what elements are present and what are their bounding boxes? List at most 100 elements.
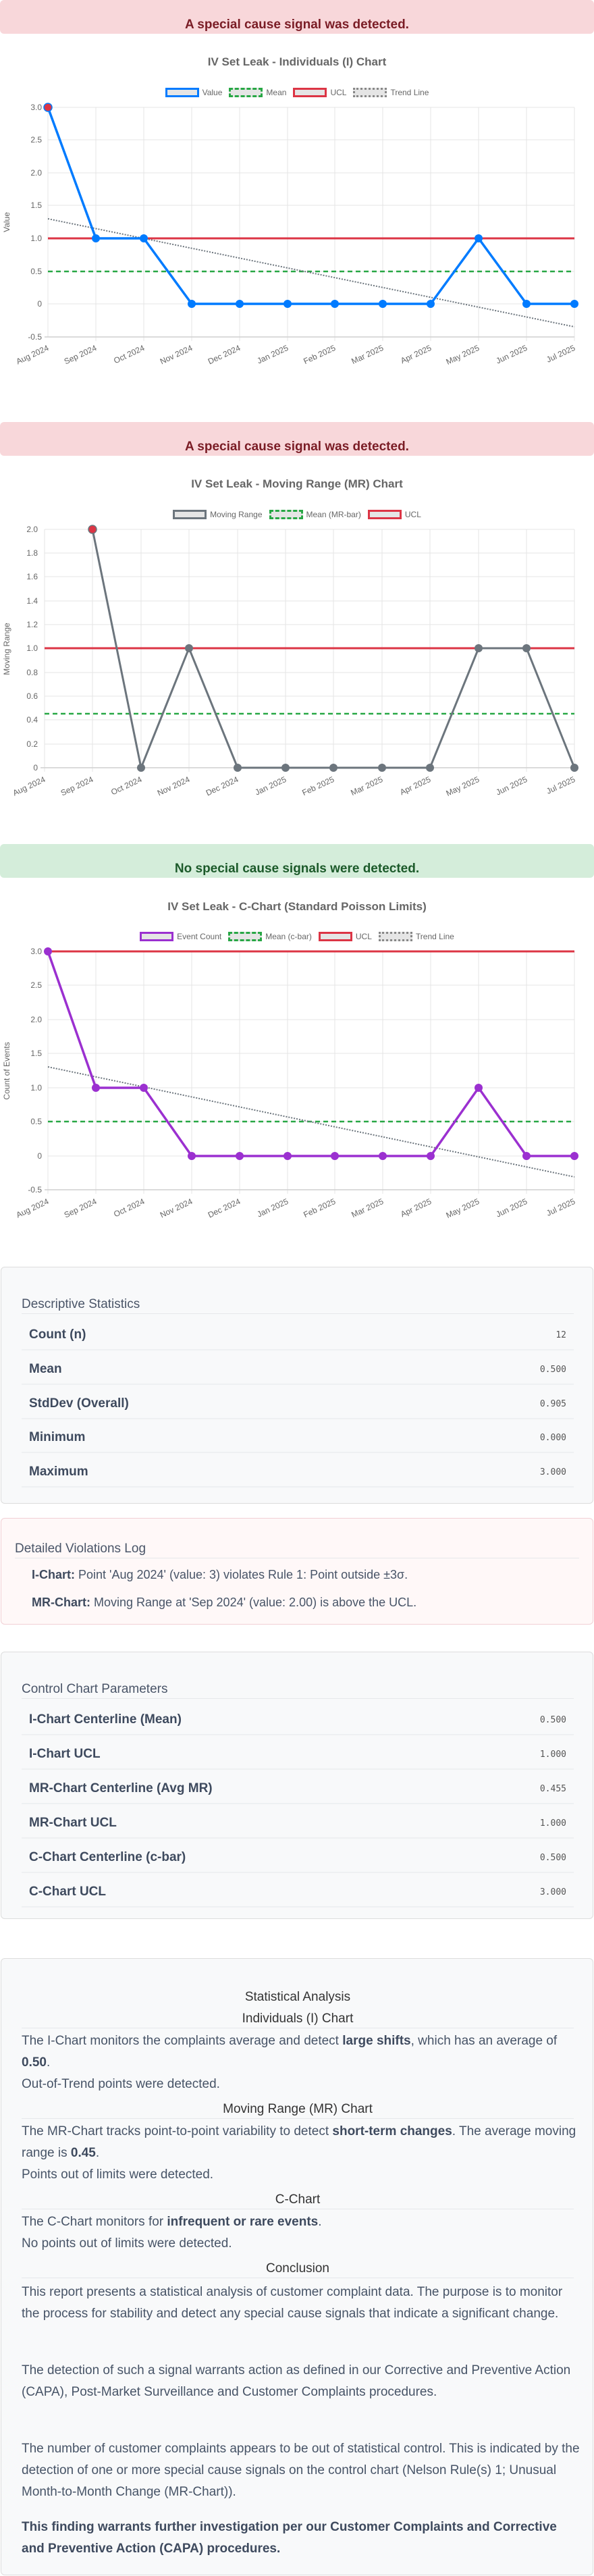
svg-text:2.5: 2.5: [30, 980, 42, 990]
svg-text:Dec 2024: Dec 2024: [205, 774, 240, 798]
param-row: I-Chart UCL 1.000: [22, 1747, 574, 1770]
conclusion-paragraph: This report presents a statistical analy…: [22, 2285, 563, 2321]
c-chart-legend: Event Count Mean (c-bar) UCL Trend Line: [0, 932, 594, 941]
legend-item-mr-mean[interactable]: Mean (MR-bar): [269, 510, 361, 519]
i-chart-plot: 3.0 2.5 2.0 1.5 1.0 0.5 0 -0.5 Value Aug 2024 Se…: [2, 103, 578, 367]
i-chart-paragraph: The I-Chart monitors the complaints aver…: [22, 2034, 558, 2070]
c-chart-signal-text: No special cause signals were detected.: [174, 862, 420, 876]
svg-text:Nov 2024: Nov 2024: [156, 774, 192, 798]
violation-point-icon: [88, 525, 97, 534]
svg-text:2.0: 2.0: [30, 168, 42, 178]
legend-swatch-icon: [165, 88, 199, 97]
mr-chart-signal-text: A special cause signal was detected.: [185, 440, 409, 454]
svg-text:2.0: 2.0: [26, 525, 38, 534]
svg-text:Feb 2025: Feb 2025: [302, 1197, 337, 1219]
i-chart-heading: Individuals (I) Chart: [22, 2012, 574, 2028]
legend-item-mean[interactable]: Mean: [229, 88, 286, 97]
stat-row-maximum: Maximum 3.000: [22, 1465, 574, 1488]
mr-chart-signal-banner: A special cause signal was detected.: [0, 422, 594, 456]
descriptive-stats-title: Descriptive Statistics: [22, 1297, 574, 1314]
svg-text:Jun 2025: Jun 2025: [495, 774, 529, 797]
svg-text:Jan 2025: Jan 2025: [254, 774, 288, 797]
svg-text:Jun 2025: Jun 2025: [495, 343, 529, 366]
conclusion-paragraph: The detection of such a signal warrants …: [22, 2363, 571, 2399]
legend-item-event-count[interactable]: Event Count: [140, 932, 221, 941]
legend-swatch-icon: [378, 932, 412, 941]
legend-swatch-icon: [367, 510, 402, 519]
legend-swatch-icon: [173, 510, 207, 519]
svg-text:-0.5: -0.5: [28, 332, 42, 342]
svg-text:Mar 2025: Mar 2025: [350, 1197, 385, 1219]
svg-text:Mar 2025: Mar 2025: [350, 343, 385, 366]
violation-item: I-Chart: Point 'Aug 2024' (value: 3) vio…: [32, 1568, 408, 1581]
svg-text:Dec 2024: Dec 2024: [207, 343, 242, 367]
svg-text:1.6: 1.6: [26, 572, 38, 581]
i-chart-signal-banner: A special cause signal was detected.: [0, 0, 594, 34]
svg-text:Jan 2025: Jan 2025: [256, 343, 290, 366]
svg-text:Sep 2024: Sep 2024: [63, 1197, 99, 1220]
svg-text:Dec 2024: Dec 2024: [207, 1197, 242, 1220]
descriptive-stats-panel: Descriptive Statistics Count (n) 12 Mean 0…: [1, 1267, 593, 1504]
svg-text:2.0: 2.0: [30, 1015, 42, 1024]
svg-text:1.0: 1.0: [30, 1083, 42, 1093]
event-count-series: [47, 951, 574, 1157]
c-chart-heading: C-Chart: [22, 2192, 574, 2209]
param-row: MR-Chart Centerline (Avg MR) 0.455: [22, 1781, 574, 1804]
mr-chart-legend: Moving Range Mean (MR-bar) UCL: [0, 510, 594, 519]
svg-text:0.4: 0.4: [26, 715, 38, 725]
i-chart-signal-text: A special cause signal was detected.: [185, 18, 409, 32]
svg-text:0.5: 0.5: [30, 267, 42, 276]
svg-text:May 2025: May 2025: [445, 774, 481, 798]
i-chart-result: Out-of-Trend points were detected.: [22, 2077, 220, 2091]
svg-text:Jul 2025: Jul 2025: [545, 774, 576, 796]
trend-line: [47, 218, 575, 327]
svg-text:0.5: 0.5: [30, 1117, 42, 1126]
legend-item-ucl[interactable]: UCL: [367, 510, 421, 519]
i-chart-legend: Value Mean UCL Trend Line: [0, 88, 594, 97]
violation-item: MR-Chart: Moving Range at 'Sep 2024' (va…: [32, 1596, 417, 1609]
svg-text:Apr 2025: Apr 2025: [399, 343, 433, 365]
legend-item-ucl[interactable]: UCL: [293, 88, 346, 97]
legend-item-trend[interactable]: Trend Line: [353, 88, 429, 97]
svg-text:Sep 2024: Sep 2024: [63, 343, 99, 367]
svg-text:May 2025: May 2025: [445, 343, 481, 367]
stat-row-stddev: StdDev (Overall) 0.905: [22, 1396, 574, 1419]
legend-item-moving-range[interactable]: Moving Range: [173, 510, 263, 519]
trend-line: [47, 1066, 575, 1178]
statistical-analysis-panel: Statistical Analysis Individuals (I) Cha…: [1, 1958, 593, 2575]
c-chart-result: No points out of limits were detected.: [22, 2236, 232, 2251]
conclusion-paragraph: The number of customer complaints appear…: [22, 2442, 580, 2499]
svg-text:1.5: 1.5: [30, 1049, 42, 1058]
param-row: C-Chart UCL 3.000: [22, 1885, 574, 1908]
svg-text:1.5: 1.5: [30, 201, 42, 210]
legend-swatch-icon: [318, 932, 352, 941]
analysis-title: Statistical Analysis: [244, 1990, 351, 2004]
mr-chart-heading: Moving Range (MR) Chart: [22, 2102, 574, 2119]
svg-text:Aug 2024: Aug 2024: [15, 1197, 51, 1220]
c-chart-paragraph: The C-Chart monitors for infrequent or r…: [22, 2215, 322, 2229]
svg-text:Mar 2025: Mar 2025: [349, 774, 384, 797]
mr-chart-result: Points out of limits were detected.: [22, 2167, 214, 2182]
svg-text:0.2: 0.2: [26, 739, 38, 749]
svg-text:Oct 2024: Oct 2024: [109, 774, 143, 797]
legend-item-ucl[interactable]: UCL: [318, 932, 372, 941]
legend-swatch-icon: [229, 88, 263, 97]
violations-log-title: Detailed Violations Log: [15, 1542, 579, 1558]
svg-text:1.4: 1.4: [26, 596, 38, 606]
stat-row-mean: Mean 0.500: [22, 1362, 574, 1385]
svg-text:0.6: 0.6: [26, 691, 38, 701]
svg-text:1.2: 1.2: [26, 620, 38, 629]
svg-text:3.0: 3.0: [30, 947, 42, 956]
svg-text:Apr 2025: Apr 2025: [399, 1197, 433, 1219]
svg-text:3.0: 3.0: [30, 103, 42, 112]
stat-row-count: Count (n) 12: [22, 1328, 574, 1350]
c-chart-title: IV Set Leak - C-Chart (Standard Poisson …: [167, 900, 427, 913]
control-chart-parameters-panel: Control Chart Parameters I-Chart Centerl…: [1, 1652, 593, 1919]
i-chart-title: IV Set Leak - Individuals (I) Chart: [207, 55, 387, 68]
svg-text:Feb 2025: Feb 2025: [300, 774, 335, 797]
legend-swatch-icon: [269, 510, 303, 519]
legend-item-c-mean[interactable]: Mean (c-bar): [228, 932, 312, 941]
legend-item-trend[interactable]: Trend Line: [378, 932, 454, 941]
legend-item-value[interactable]: Value: [165, 88, 222, 97]
c-chart-signal-banner: No special cause signals were detected.: [0, 844, 594, 878]
